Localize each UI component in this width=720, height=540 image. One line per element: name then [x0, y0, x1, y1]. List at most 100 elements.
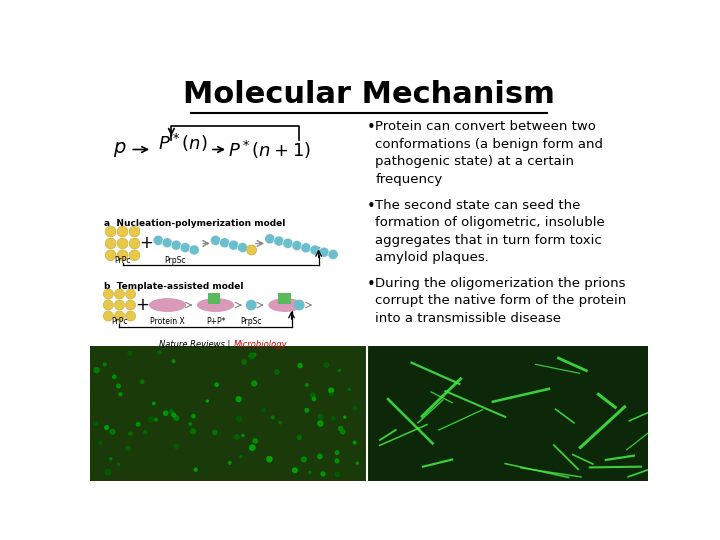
Circle shape: [112, 375, 116, 379]
Circle shape: [252, 381, 256, 386]
Circle shape: [172, 360, 175, 362]
Text: Protein can convert between two
conformations (a benign form and
pathogenic stat: Protein can convert between two conforma…: [375, 120, 603, 186]
Text: Microbiology: Microbiology: [233, 340, 287, 349]
Circle shape: [105, 226, 116, 237]
Circle shape: [129, 250, 140, 261]
Circle shape: [292, 240, 302, 251]
Circle shape: [292, 468, 297, 472]
Circle shape: [249, 353, 254, 359]
Circle shape: [318, 421, 323, 426]
Circle shape: [266, 456, 272, 462]
Circle shape: [250, 445, 255, 450]
Text: +: +: [135, 296, 149, 314]
Circle shape: [305, 409, 309, 412]
Circle shape: [338, 427, 343, 430]
Circle shape: [348, 388, 351, 390]
FancyBboxPatch shape: [208, 294, 220, 303]
Circle shape: [319, 247, 329, 257]
Circle shape: [153, 235, 163, 245]
FancyBboxPatch shape: [367, 346, 648, 481]
Circle shape: [125, 311, 135, 321]
Circle shape: [144, 430, 147, 434]
Circle shape: [275, 370, 279, 374]
Circle shape: [189, 423, 192, 425]
Circle shape: [240, 456, 242, 458]
Text: •: •: [366, 120, 375, 135]
Circle shape: [129, 432, 132, 435]
Text: •: •: [366, 276, 375, 292]
Circle shape: [194, 468, 197, 471]
Circle shape: [126, 446, 130, 450]
Circle shape: [207, 400, 208, 402]
Circle shape: [306, 384, 308, 386]
Circle shape: [114, 311, 125, 321]
Circle shape: [356, 462, 359, 464]
Circle shape: [297, 435, 302, 440]
Circle shape: [117, 250, 128, 261]
Circle shape: [283, 238, 293, 248]
Circle shape: [128, 352, 132, 355]
Circle shape: [354, 441, 356, 444]
Circle shape: [310, 393, 315, 398]
Text: PrpSc: PrpSc: [164, 256, 186, 266]
Circle shape: [220, 238, 230, 248]
Circle shape: [330, 393, 333, 396]
Circle shape: [310, 245, 320, 255]
Text: During the oligomerization the prions
corrupt the native form of the protein
int: During the oligomerization the prions co…: [375, 276, 626, 325]
Circle shape: [104, 363, 106, 366]
Circle shape: [238, 242, 248, 253]
Circle shape: [265, 234, 275, 244]
Text: a  Nucleation-polymerization model: a Nucleation-polymerization model: [104, 219, 285, 228]
Circle shape: [298, 363, 302, 368]
Text: b  Template-assisted model: b Template-assisted model: [104, 282, 243, 291]
Text: P+P*: P+P*: [206, 316, 225, 326]
Circle shape: [210, 235, 220, 245]
Circle shape: [274, 236, 284, 246]
Circle shape: [246, 245, 256, 255]
Circle shape: [125, 289, 135, 299]
Text: +: +: [140, 234, 153, 252]
Circle shape: [318, 454, 322, 458]
Circle shape: [104, 311, 114, 321]
Circle shape: [117, 238, 128, 249]
Circle shape: [171, 240, 181, 250]
Circle shape: [129, 238, 140, 249]
Circle shape: [155, 418, 158, 421]
FancyBboxPatch shape: [90, 346, 367, 481]
Circle shape: [246, 300, 256, 310]
Circle shape: [117, 463, 120, 465]
Circle shape: [105, 470, 111, 475]
Circle shape: [343, 416, 346, 418]
Circle shape: [104, 300, 114, 310]
Circle shape: [158, 350, 161, 354]
Circle shape: [253, 439, 257, 443]
Text: The second state can seed the
formation of oligometric, insoluble
aggregates tha: The second state can seed the formation …: [375, 199, 605, 264]
Circle shape: [338, 369, 341, 372]
Circle shape: [119, 393, 122, 396]
Circle shape: [341, 429, 345, 434]
Circle shape: [153, 402, 155, 404]
Circle shape: [169, 409, 174, 414]
Circle shape: [191, 429, 196, 434]
Circle shape: [215, 383, 218, 386]
Circle shape: [129, 226, 140, 237]
Circle shape: [94, 368, 99, 373]
Circle shape: [336, 451, 338, 454]
Circle shape: [163, 411, 168, 415]
Text: PrPc: PrPc: [114, 256, 131, 266]
Circle shape: [228, 240, 238, 250]
Circle shape: [236, 397, 241, 402]
Circle shape: [242, 435, 244, 437]
Circle shape: [335, 459, 339, 463]
Circle shape: [301, 243, 311, 253]
Circle shape: [174, 444, 178, 448]
Circle shape: [309, 471, 311, 474]
Circle shape: [213, 430, 217, 435]
Circle shape: [354, 407, 357, 410]
Circle shape: [99, 442, 102, 444]
Circle shape: [324, 363, 328, 367]
Circle shape: [104, 426, 109, 429]
Circle shape: [336, 472, 340, 476]
Circle shape: [253, 353, 256, 356]
Circle shape: [136, 423, 140, 426]
